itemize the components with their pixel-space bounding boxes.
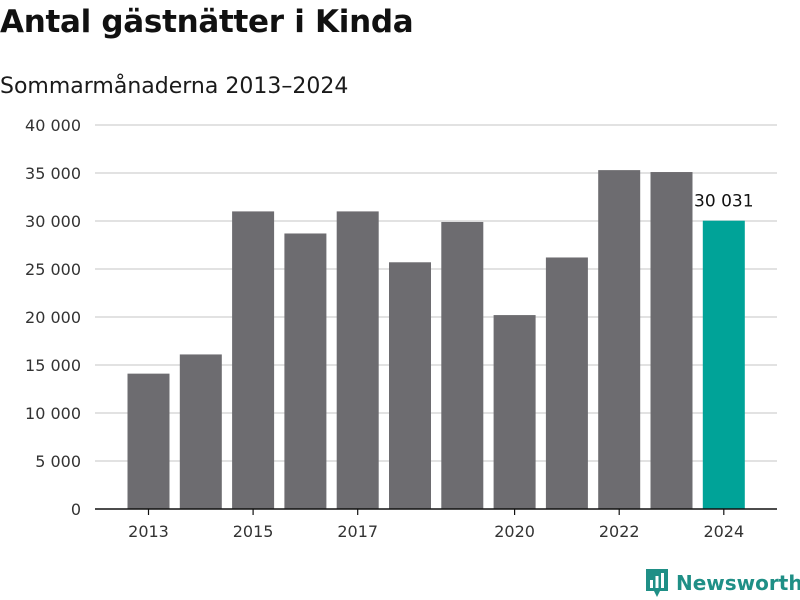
x-tick-label: 2017 — [337, 522, 378, 541]
y-tick-label: 40 000 — [25, 116, 81, 135]
x-tick-label: 2015 — [233, 522, 274, 541]
y-tick-label: 5 000 — [35, 452, 81, 471]
x-tick-label: 2024 — [703, 522, 744, 541]
y-tick-label: 10 000 — [25, 404, 81, 423]
y-axis-ticks: 0 5 000 10 000 15 000 20 000 25 000 30 000 35 0… — [25, 116, 81, 519]
brand-name: Newsworthy — [676, 571, 800, 595]
data-label-2024: 30 031 — [694, 192, 753, 212]
bar-2013 — [127, 373, 170, 509]
y-tick-label: 0 — [71, 500, 81, 519]
bar-2017 — [336, 211, 379, 509]
bar-2019 — [441, 221, 484, 509]
x-tick-label: 2013 — [128, 522, 169, 541]
y-tick-label: 30 000 — [25, 212, 81, 231]
y-tick-label: 15 000 — [25, 356, 81, 375]
bar-2023 — [650, 172, 693, 510]
bar-2021 — [545, 257, 588, 509]
bar-2014 — [179, 354, 222, 509]
y-tick-label: 25 000 — [25, 260, 81, 279]
bar-2018 — [389, 262, 431, 509]
x-axis-ticks: 2013 2015 2017 2020 2022 2024 — [128, 509, 744, 541]
chart-subtitle: Sommarmånaderna 2013–2024 — [0, 74, 349, 99]
x-tick-label: 2020 — [494, 522, 535, 541]
y-tick-label: 35 000 — [25, 164, 81, 183]
newsworthy-logo-icon — [646, 569, 668, 597]
y-tick-label: 20 000 — [25, 308, 81, 327]
bar-2016 — [284, 233, 327, 510]
x-tick-label: 2022 — [599, 522, 640, 541]
chart-title: Antal gästnätter i Kinda — [0, 4, 414, 40]
data-labels: 30 031 — [694, 192, 753, 212]
bar-2015 — [232, 211, 275, 509]
bar-2020 — [493, 315, 536, 509]
bar-chart: 0 5 000 10 000 15 000 20 000 25 000 30 000 35 0… — [25, 116, 777, 541]
brand-logo: Newsworthy — [644, 566, 800, 600]
bar-2024 — [702, 220, 745, 509]
bar-2022 — [598, 170, 641, 509]
bars — [127, 170, 745, 510]
